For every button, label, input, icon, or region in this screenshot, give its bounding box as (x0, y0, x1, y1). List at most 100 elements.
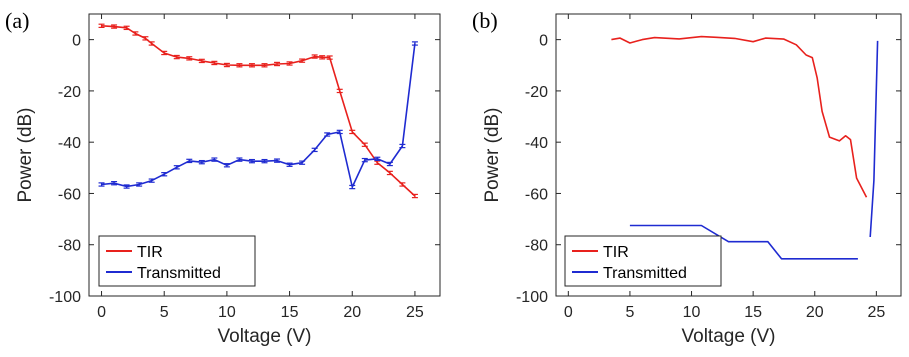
x-tick-label: 10 (683, 304, 701, 321)
x-tick-label: 5 (160, 304, 169, 321)
error-bar-transmitted (161, 172, 168, 177)
error-bar-tir (161, 50, 168, 56)
error-bar-transmitted (311, 147, 318, 153)
plot-area-frame (88, 13, 441, 297)
error-bar-tir (326, 55, 333, 60)
error-bar-tir (148, 41, 155, 46)
legend-box (98, 235, 256, 287)
error-bar-tir (261, 63, 268, 68)
error-bar-tir (361, 142, 368, 147)
y-tick-label: -100 (49, 289, 81, 306)
x-tick-label: 25 (406, 304, 424, 321)
error-bar-tir (299, 58, 306, 63)
error-bar-transmitted (261, 158, 268, 164)
error-bar-transmitted (223, 163, 230, 168)
series-line-transmitted-extra (869, 40, 879, 238)
x-tick-label: 20 (343, 304, 361, 321)
y-tick-label: -80 (58, 238, 81, 255)
y-tick-label: -40 (58, 135, 81, 152)
y-tick-label: -100 (516, 289, 548, 306)
error-bar-transmitted (211, 157, 218, 162)
error-bar-tir (386, 170, 393, 176)
error-bar-transmitted (361, 157, 368, 163)
x-axis-label: Voltage (V) (218, 326, 312, 347)
error-bar-transmitted (374, 156, 381, 162)
error-bar-transmitted (148, 178, 155, 183)
error-bar-tir (319, 55, 326, 60)
error-bar-tir (374, 160, 381, 165)
y-axis-label: Power (dB) (15, 107, 36, 202)
x-tick-label: 5 (625, 304, 634, 321)
plot-area-frame (555, 13, 902, 297)
error-bar-transmitted (399, 143, 406, 149)
y-axis-label: Power (dB) (482, 107, 503, 202)
error-bar-transmitted (248, 158, 255, 164)
x-tick-label: 10 (218, 304, 236, 321)
panel-label: (a) (5, 8, 29, 33)
error-bar-transmitted (411, 41, 418, 46)
legend: TIR Transmitted (98, 235, 256, 287)
error-bar-tir (286, 61, 293, 66)
y-tick-label: 0 (72, 33, 81, 50)
chart-panel-b: (b) 0 5 10 15 20 25 0 -20 -40 -60 -80 -100 Voltage (V… (472, 8, 902, 347)
legend-box (564, 235, 722, 287)
error-bar-tir (173, 54, 180, 60)
error-bar-tir (123, 25, 130, 31)
y-tick-label: -60 (525, 186, 548, 203)
x-tick-label: 15 (281, 304, 299, 321)
x-tick-label: 25 (867, 304, 885, 321)
x-tick-label: 0 (97, 304, 106, 321)
error-bar-transmitted (123, 184, 130, 189)
series-line-tir (611, 35, 868, 198)
error-bar-tir (411, 193, 418, 199)
panel-label: (b) (472, 8, 498, 33)
y-tick-label: -80 (525, 238, 548, 255)
error-bar-transmitted (136, 182, 143, 187)
error-bar-tir (349, 129, 356, 135)
error-bar-transmitted (286, 162, 293, 167)
error-bar-tir (236, 63, 243, 68)
error-bar-tir (198, 58, 205, 64)
error-bar-tir (111, 24, 118, 29)
legend-label-tir: TIR (137, 244, 163, 261)
series-line-tir (101, 25, 416, 197)
y-tick-label: -40 (525, 135, 548, 152)
error-bar-tir (336, 88, 343, 94)
error-bar-transmitted (198, 159, 205, 165)
y-tick-label: 0 (539, 33, 548, 50)
error-bar-transmitted (386, 161, 393, 167)
x-tick-label: 20 (806, 304, 824, 321)
chart-panel-a: (a) 0 5 10 15 20 25 0 -20 -40 -60 -80 -100 Voltage (V… (5, 8, 441, 347)
legend-label-tir: TIR (603, 244, 629, 261)
y-tick-label: -20 (58, 84, 81, 101)
error-bar-tir (211, 60, 218, 66)
legend-label-transmitted: Transmitted (137, 265, 221, 282)
legend-label-transmitted: Transmitted (603, 265, 687, 282)
error-bar-tir (142, 36, 149, 41)
error-bar-transmitted (274, 158, 281, 163)
error-bar-transmitted (173, 165, 180, 170)
error-bar-tir (248, 63, 255, 68)
error-bar-tir (399, 182, 406, 187)
series-line-transmitted (629, 224, 858, 260)
error-bar-tir (132, 31, 139, 36)
error-bar-transmitted (349, 184, 356, 190)
error-bar-tir (186, 56, 193, 61)
x-tick-label: 15 (744, 304, 762, 321)
error-bar-tir (223, 62, 230, 68)
legend: TIR Transmitted (564, 235, 722, 287)
error-bar-tir (274, 61, 281, 67)
error-bar-tir (98, 23, 105, 28)
error-bar-transmitted (336, 129, 343, 135)
error-bar-transmitted (236, 157, 243, 162)
error-bar-transmitted (299, 160, 306, 165)
error-bar-transmitted (324, 132, 331, 137)
y-tick-label: -60 (58, 186, 81, 203)
error-bar-transmitted (186, 158, 193, 164)
error-bar-tir (311, 54, 318, 59)
error-bar-transmitted (111, 181, 118, 186)
y-tick-label: -20 (525, 84, 548, 101)
x-axis-label: Voltage (V) (682, 326, 776, 347)
